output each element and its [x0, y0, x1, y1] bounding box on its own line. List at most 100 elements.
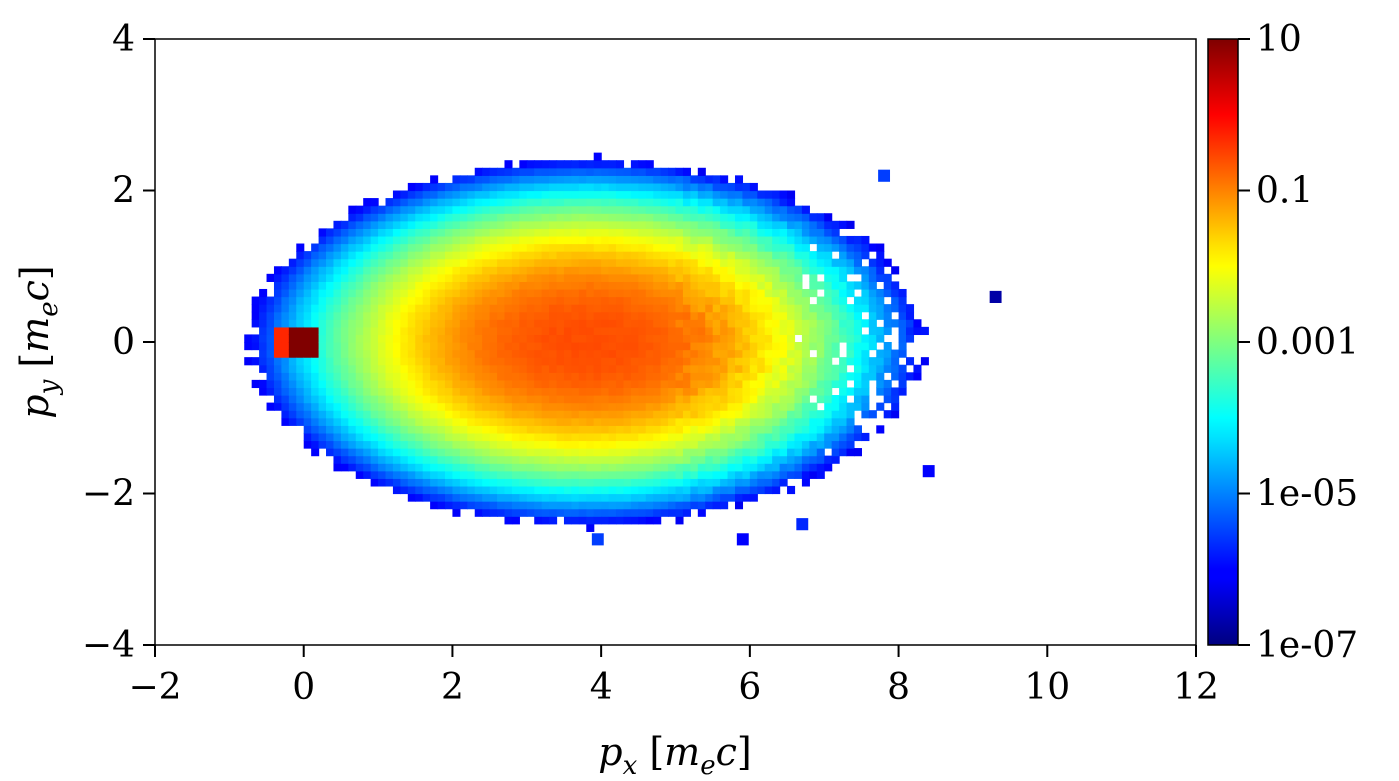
- heatmap-cell: [519, 251, 528, 260]
- heatmap-cell: [526, 455, 535, 464]
- heatmap-cell: [504, 334, 513, 343]
- heatmap-cell: [764, 342, 773, 351]
- heatmap-cell: [801, 213, 810, 222]
- heatmap-cell: [586, 334, 595, 343]
- heatmap-cell: [444, 478, 454, 487]
- heatmap-cell: [668, 258, 677, 267]
- heatmap-cell: [601, 243, 610, 252]
- heatmap-cell: [415, 326, 424, 336]
- heatmap-cell: [638, 258, 647, 267]
- heatmap-cell: [608, 205, 617, 214]
- heatmap-cell: [519, 455, 528, 464]
- heatmap-cell: [757, 334, 766, 343]
- heatmap-cell: [534, 508, 543, 517]
- heatmap-cell: [511, 319, 520, 328]
- heatmap-cell: [437, 205, 446, 214]
- heatmap-cell: [534, 220, 543, 229]
- heatmap-cell: [459, 364, 468, 373]
- heatmap-cell: [697, 281, 706, 290]
- heatmap-cell: [608, 417, 617, 426]
- heatmap-cell: [616, 205, 625, 214]
- heatmap-cell: [616, 228, 625, 237]
- heatmap-cell: [407, 319, 416, 328]
- heatmap-cell: [474, 190, 483, 199]
- heatmap-cell: [697, 228, 706, 237]
- heatmap-cell: [682, 440, 691, 449]
- heatmap-cell: [616, 160, 625, 169]
- heatmap-cell: [734, 182, 744, 192]
- heatmap-cell: [326, 364, 335, 373]
- heatmap-cell: [697, 198, 706, 207]
- heatmap-cell: [378, 432, 387, 442]
- heatmap-cell: [400, 220, 409, 229]
- heatmap-cell: [816, 251, 825, 260]
- heatmap-cell: [720, 251, 729, 260]
- heatmap-cell: [749, 243, 758, 252]
- heatmap-cell: [563, 432, 572, 442]
- heatmap-cell: [853, 387, 862, 396]
- heatmap-cell: [734, 281, 744, 290]
- heatmap-cell: [556, 379, 565, 389]
- heatmap-cell: [682, 258, 691, 267]
- heatmap-cell: [556, 228, 565, 237]
- heatmap-cell: [392, 432, 401, 442]
- heatmap-cell: [593, 319, 602, 328]
- heatmap-cell: [749, 288, 758, 298]
- heatmap-cell: [794, 258, 803, 267]
- heatmap-cell: [601, 357, 610, 366]
- heatmap-cell: [370, 410, 379, 419]
- heatmap-cell: [749, 182, 758, 192]
- heatmap-cell: [437, 395, 446, 404]
- heatmap-cell: [444, 432, 454, 442]
- heatmap-cell: [608, 387, 617, 396]
- heatmap-cell: [593, 220, 602, 229]
- heatmap-cell: [407, 296, 416, 305]
- heatmap-cell: [452, 493, 461, 502]
- heatmap-cell: [794, 288, 803, 298]
- heatmap-cell: [556, 463, 565, 472]
- heatmap-cell: [816, 417, 825, 426]
- heatmap-cell: [876, 402, 885, 411]
- heatmap-cell: [541, 213, 550, 222]
- heatmap-cell: [645, 508, 654, 517]
- heatmap-cell: [816, 379, 825, 389]
- heatmap-cell: [898, 319, 907, 328]
- heatmap-cell: [296, 251, 305, 260]
- heatmap-cell: [824, 326, 833, 336]
- heatmap-cell: [578, 493, 587, 502]
- heatmap-cell: [593, 190, 602, 199]
- heatmap-cell: [281, 319, 290, 328]
- heatmap-cell: [504, 296, 513, 305]
- heatmap-cell: [549, 516, 558, 525]
- heatmap-cell: [549, 288, 558, 298]
- heatmap-cell: [273, 372, 283, 381]
- heatmap-cell: [809, 463, 818, 472]
- heatmap-cell: [853, 334, 862, 343]
- heatmap-cell: [578, 319, 587, 328]
- heatmap-cell: [444, 190, 454, 199]
- heatmap-cell: [705, 463, 714, 472]
- heatmap-cell: [772, 425, 781, 434]
- heatmap-cell: [519, 190, 528, 199]
- heatmap-cell: [772, 326, 781, 336]
- heatmap-cell: [311, 304, 320, 313]
- heatmap-cell: [645, 387, 654, 396]
- heatmap-cell: [601, 266, 610, 275]
- heatmap-cell: [437, 266, 446, 275]
- heatmap-cell: [630, 485, 639, 495]
- heatmap-cell: [623, 349, 632, 358]
- heatmap-cell: [645, 190, 654, 199]
- heatmap-cell: [363, 357, 372, 366]
- heatmap-cell: [853, 395, 862, 404]
- heatmap-cell: [355, 432, 364, 442]
- heatmap-cell: [437, 296, 446, 305]
- heatmap-cell: [630, 478, 639, 487]
- heatmap-cell: [467, 220, 476, 229]
- heatmap-cell: [392, 410, 401, 419]
- heatmap-cell: [430, 213, 439, 222]
- heatmap-cell: [749, 281, 758, 290]
- heatmap-cell: [504, 372, 513, 381]
- heatmap-cell: [720, 228, 729, 237]
- heatmap-cell: [712, 258, 721, 267]
- heatmap-cell: [571, 319, 580, 328]
